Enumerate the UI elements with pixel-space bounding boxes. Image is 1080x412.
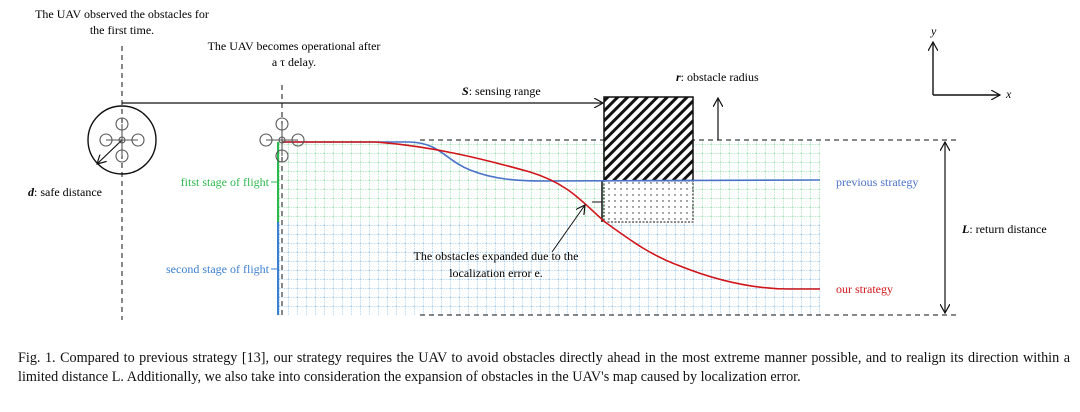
expanded-label: The obstacles expanded due to the	[414, 249, 579, 263]
obstacle	[603, 96, 694, 182]
previous-strategy-path	[282, 141, 821, 182]
safe-distance-arrow	[97, 139, 123, 164]
second-stage-grid	[278, 222, 820, 315]
return-symbol: L	[961, 222, 969, 236]
first-observe-label-2: the first time.	[90, 23, 154, 37]
uav-icon	[259, 117, 305, 163]
svg-text:L: return distance: L: return distance	[961, 222, 1047, 236]
second-stage-label: second stage of flight	[166, 262, 270, 276]
return-label: : return distance	[969, 222, 1046, 236]
svg-text:S: sensing range: S: sensing range	[462, 84, 541, 98]
y-axis-label: y	[930, 24, 937, 38]
uav-strategy-diagram: y x The UAV observed the obstacles for t…	[28, 7, 1047, 320]
our-strategy-label: our strategy	[836, 282, 893, 296]
expanded-pointer-arrow	[551, 205, 585, 253]
operational-label: The UAV becomes operational after	[208, 39, 381, 53]
first-stage-label: fitst stage of flight	[181, 175, 270, 189]
radius-label: : obstacle radius	[681, 70, 759, 84]
our-strategy-path	[282, 141, 820, 290]
uav-icon	[99, 117, 145, 163]
safe-symbol: d	[28, 185, 35, 199]
x-axis-label: x	[1005, 87, 1012, 101]
coordinate-axes: y x	[930, 24, 1012, 101]
radius-symbol: r	[676, 70, 681, 84]
expanded-obstacle	[603, 180, 694, 223]
svg-text:r: obstacle radius: r: obstacle radius	[676, 70, 759, 84]
sensing-label: : sensing range	[469, 84, 541, 98]
sensing-symbol: S	[462, 84, 469, 98]
expanded-label-2: localization error e.	[449, 266, 543, 280]
operational-label-2: a τ delay.	[272, 55, 316, 69]
first-observe-label: The UAV observed the obstacles for	[35, 7, 209, 21]
safe-distance-circle	[87, 105, 157, 175]
previous-strategy-label: previous strategy	[836, 175, 918, 189]
svg-text:d: safe distance: d: safe distance	[28, 185, 102, 199]
safe-label: : safe distance	[34, 185, 102, 199]
figure-caption: Fig. 1. Compared to previous strategy [1…	[18, 350, 1070, 385]
